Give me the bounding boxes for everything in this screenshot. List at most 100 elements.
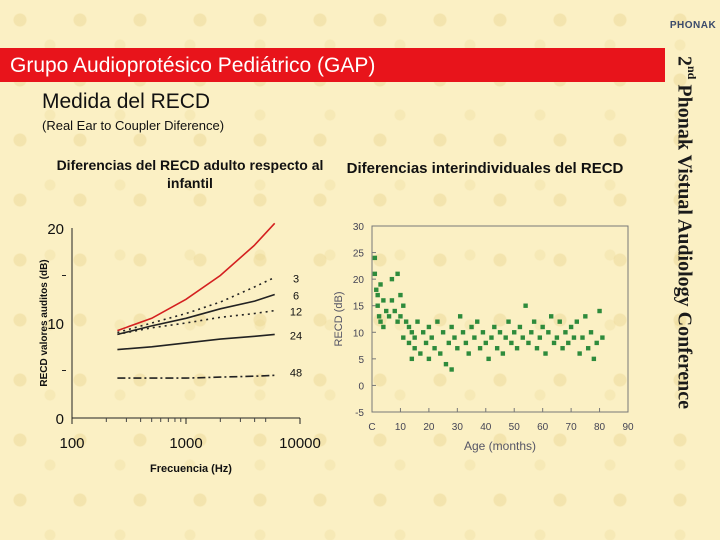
- chart1-series-label: 6: [293, 291, 299, 303]
- chart2-y-tick-label: 25: [353, 249, 365, 260]
- chart2-point: [381, 324, 386, 330]
- chart2-point: [438, 351, 443, 356]
- chart2-point: [443, 361, 449, 367]
- chart2-point: [389, 298, 395, 303]
- chart2-point: [372, 271, 378, 277]
- chart2-point: [429, 335, 434, 340]
- chart2-point: [398, 314, 403, 319]
- chart1-title: Diferencias del RECD adulto respecto al …: [56, 157, 324, 191]
- chart2-point: [472, 335, 477, 340]
- chart2-point: [372, 255, 378, 261]
- chart1-y-tick-label: 0: [56, 411, 64, 428]
- chart1-y-label: RECD valores auditos (dB): [39, 259, 50, 386]
- side-conference: Phonak Vistual Audiology Conference: [673, 84, 696, 410]
- chart1-series-label: 12: [290, 307, 302, 319]
- chart2-x-tick-label: 80: [594, 422, 606, 433]
- chart2-point: [534, 346, 540, 351]
- chart2-point: [585, 346, 591, 351]
- chart2-x-tick-label: 30: [452, 422, 464, 433]
- chart2-point: [574, 319, 579, 324]
- chart2-point: [537, 335, 543, 340]
- chart2-point: [566, 340, 571, 346]
- chart2-point: [449, 367, 454, 372]
- chart2-point: [395, 319, 400, 324]
- chart2-y-tick-label: 20: [353, 275, 365, 286]
- chart2-point: [583, 314, 588, 319]
- chart2-point: [378, 319, 383, 324]
- chart2-point: [469, 324, 474, 330]
- chart2-point: [594, 340, 599, 346]
- chart2-point: [392, 308, 397, 314]
- chart2-x-tick-label: 20: [423, 422, 435, 433]
- chart2-point: [497, 330, 503, 335]
- chart2-point: [460, 330, 466, 335]
- chart2-point: [568, 324, 574, 330]
- side-banner-text: 2nd Phonak Vistual Audiology Conference: [668, 56, 716, 496]
- chart2-point: [375, 292, 380, 298]
- side-ordinal: 2: [673, 56, 696, 66]
- chart2-x-tick-label: 40: [480, 422, 492, 433]
- chart2-point: [426, 356, 432, 362]
- chart2-point: [415, 319, 420, 324]
- chart2-point: [514, 346, 520, 351]
- chart2-point: [418, 351, 423, 356]
- chart2-x-tick-label: 10: [395, 422, 407, 433]
- chart2-point: [421, 330, 426, 335]
- chart2-y-tick-label: 5: [358, 355, 364, 366]
- chart2-point: [374, 287, 379, 292]
- chart2-title: Diferencias interindividuales del RECD: [346, 160, 624, 177]
- chart2-point: [376, 314, 382, 319]
- chart2-point: [554, 335, 560, 340]
- chart2-y-tick-label: -5: [355, 408, 364, 419]
- chart2-point: [600, 335, 605, 340]
- chart2-point: [409, 330, 415, 335]
- chart1-y-tick-label: 20: [47, 221, 64, 238]
- chart2-point: [389, 276, 395, 282]
- page-title: Grupo Audioprotésico Pediátrico (GAP): [10, 54, 376, 77]
- chart1-series-line-adult: [117, 222, 276, 332]
- chart2-point: [409, 356, 415, 362]
- chart2-point: [492, 324, 497, 330]
- chart2-point: [503, 335, 508, 340]
- chart1-series-label: 24: [290, 330, 302, 342]
- chart2-point: [509, 340, 514, 346]
- chart2-x-label: Age (months): [464, 439, 536, 453]
- phonak-logo: PHONAK: [669, 20, 717, 31]
- chart2-point: [483, 340, 488, 346]
- chart2-x-tick-label: C: [368, 422, 375, 433]
- chart2-point: [543, 351, 548, 356]
- chart2-point: [440, 330, 446, 335]
- chart2-point: [423, 340, 429, 346]
- chart2-point: [577, 351, 582, 356]
- chart2-point: [531, 319, 537, 324]
- chart2-point: [512, 330, 517, 335]
- chart2-point: [381, 298, 386, 303]
- chart2-point: [455, 346, 460, 351]
- chart2-point: [486, 356, 491, 362]
- chart2-point: [517, 324, 523, 330]
- chart2-point: [395, 271, 400, 277]
- chart2-point: [563, 330, 568, 335]
- chart1-x-tick-label: 10000: [279, 435, 321, 452]
- chart1-x-tick-label: 100: [59, 435, 84, 452]
- chart2-x-tick-label: 90: [622, 422, 634, 433]
- chart2-point: [591, 356, 597, 362]
- chart1-y-tick-label: 10: [47, 316, 64, 333]
- chart2-point: [466, 351, 471, 356]
- chart2-point: [494, 346, 500, 351]
- chart2-point: [401, 303, 406, 308]
- section-title: Medida del RECD: [42, 90, 211, 113]
- chart2-x-tick-label: 70: [566, 422, 578, 433]
- chart2-point: [540, 324, 545, 330]
- chart1-series-line-48: [117, 374, 275, 379]
- chart1-series-label: 3: [293, 273, 299, 285]
- chart2-point: [412, 346, 417, 351]
- chart2-y-tick-label: 15: [353, 302, 365, 313]
- chart2-point: [588, 330, 594, 335]
- chart2-point: [520, 335, 525, 340]
- chart2-point: [426, 324, 432, 330]
- chart2-point: [375, 303, 380, 308]
- chart1-x-tick-label: 1000: [169, 435, 202, 452]
